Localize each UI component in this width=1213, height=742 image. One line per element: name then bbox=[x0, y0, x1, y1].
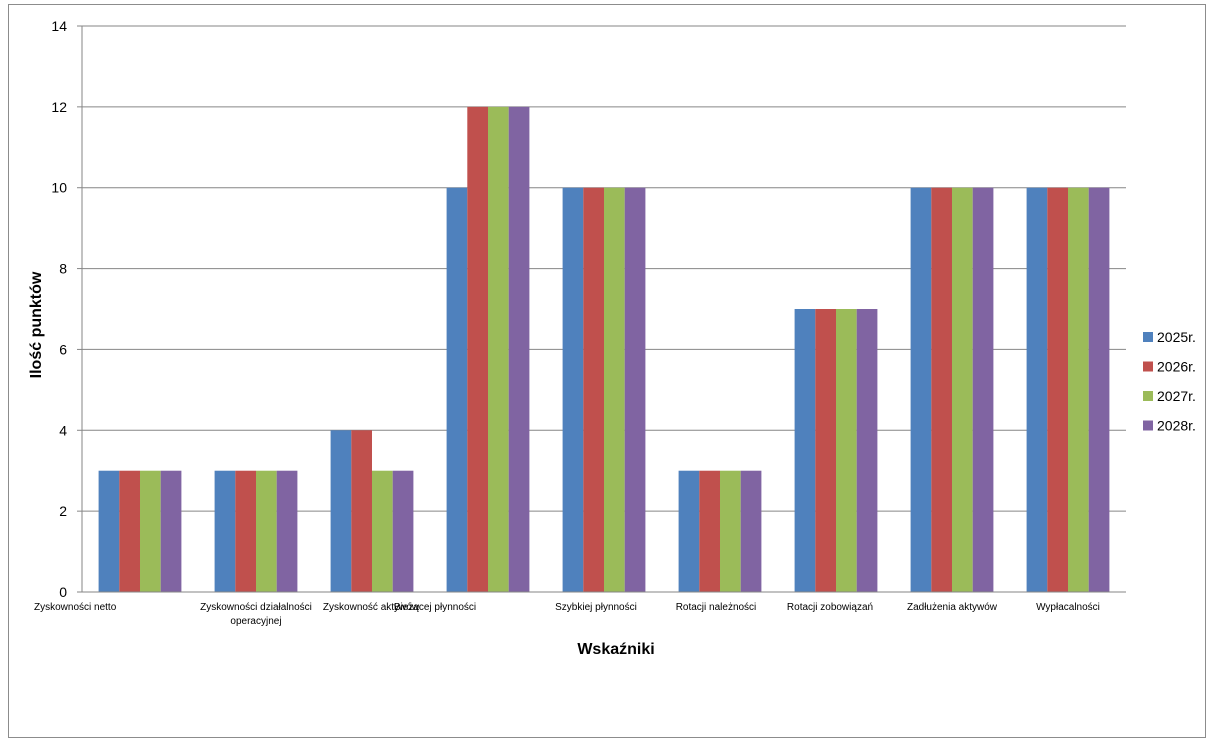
legend-swatch bbox=[1143, 332, 1153, 342]
y-tick-label: 2 bbox=[59, 503, 67, 519]
bar bbox=[446, 187, 468, 592]
bar bbox=[119, 470, 140, 592]
bar bbox=[836, 309, 857, 592]
x-tick-label: Zyskowności działalności bbox=[200, 602, 312, 613]
bar bbox=[488, 106, 509, 592]
legend-label: 2027r. bbox=[1157, 388, 1196, 404]
bar bbox=[351, 430, 372, 592]
bar bbox=[256, 470, 277, 592]
x-tick-label: Zadłużenia aktywów bbox=[907, 602, 998, 613]
legend-swatch bbox=[1143, 391, 1153, 401]
bar bbox=[699, 470, 720, 592]
bar bbox=[392, 470, 414, 592]
bar bbox=[583, 187, 604, 592]
y-tick-label: 6 bbox=[59, 341, 67, 357]
bar bbox=[624, 187, 646, 592]
y-tick-label: 10 bbox=[51, 180, 67, 196]
y-tick-label: 8 bbox=[59, 261, 67, 277]
x-tick-label: Rotacji należności bbox=[676, 602, 757, 613]
bar bbox=[1026, 187, 1048, 592]
bar bbox=[740, 470, 762, 592]
bar bbox=[1068, 187, 1089, 592]
bar bbox=[910, 187, 932, 592]
bar bbox=[372, 470, 393, 592]
y-tick-label: 4 bbox=[59, 422, 67, 438]
legend-swatch bbox=[1143, 420, 1153, 431]
legend-swatch bbox=[1143, 361, 1153, 372]
bar bbox=[678, 470, 700, 592]
legend-label: 2028r. bbox=[1157, 418, 1196, 434]
bar bbox=[720, 470, 741, 592]
bar bbox=[604, 187, 625, 592]
bar bbox=[1088, 187, 1110, 592]
bar bbox=[276, 470, 298, 592]
bar bbox=[856, 309, 878, 592]
x-tick-label: Zyskowność aktywów bbox=[323, 602, 420, 613]
bar bbox=[214, 470, 236, 592]
y-tick-label: 0 bbox=[59, 584, 67, 600]
bar bbox=[562, 187, 584, 592]
legend-label: 2025r. bbox=[1157, 329, 1196, 345]
x-tick-label: Zyskowności netto bbox=[34, 602, 117, 613]
bar bbox=[467, 106, 488, 592]
legend-label: 2026r. bbox=[1157, 359, 1196, 375]
bar bbox=[815, 309, 836, 592]
x-tick-label: Bieżącej płynności bbox=[394, 602, 476, 613]
x-category-labels: Zyskowności netto Zyskowności działalnośc… bbox=[34, 602, 1100, 627]
bar bbox=[931, 187, 952, 592]
bar bbox=[160, 470, 182, 592]
bars bbox=[98, 106, 1110, 592]
x-tick-label: Wypłacalności bbox=[1036, 602, 1100, 613]
x-tick-label: Rotacji zobowiązań bbox=[787, 602, 873, 613]
bar bbox=[140, 470, 161, 592]
x-tick-label: Szybkiej płynności bbox=[555, 602, 637, 613]
x-tick-label: operacyjnej bbox=[230, 616, 281, 627]
bar bbox=[1047, 187, 1068, 592]
bar bbox=[235, 470, 256, 592]
bar bbox=[794, 309, 816, 592]
y-axis-title: Ilość punktów bbox=[28, 271, 45, 378]
bar bbox=[98, 470, 120, 592]
bar bbox=[330, 430, 352, 592]
y-tick-label: 12 bbox=[51, 99, 67, 115]
bar bbox=[508, 106, 530, 592]
x-axis-title: Wskaźniki bbox=[577, 641, 654, 658]
axes bbox=[81, 26, 1126, 593]
y-tick-label: 14 bbox=[51, 18, 67, 34]
bar bbox=[952, 187, 973, 592]
y-tick-labels: 0 2 4 6 8 10 12 14 bbox=[51, 18, 67, 600]
bar bbox=[972, 187, 994, 592]
legend: 2025r. 2026r. 2027r. 2028r. bbox=[1143, 329, 1196, 434]
